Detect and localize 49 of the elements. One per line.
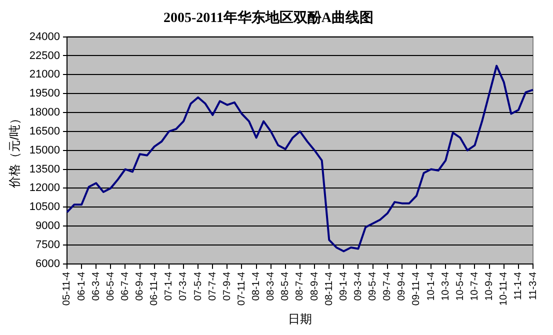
x-tick-label: 09-5-4 — [368, 271, 379, 301]
x-tick-label: 08-5-4 — [280, 271, 292, 301]
x-tick-label: 10-1-4 — [426, 271, 437, 301]
x-tick-label: 08-11-4 — [324, 271, 335, 306]
x-tick-label: 07-9-4 — [222, 271, 233, 301]
chart-title: 2005-2011年华东地区双酚A曲线图 — [164, 9, 374, 26]
y-tick-label: 7500 — [36, 238, 60, 251]
y-tick-label: 10500 — [29, 201, 60, 214]
x-tick-label: 06-5-4 — [105, 271, 116, 301]
x-tick-label: 09-1-4 — [338, 271, 350, 301]
y-tick-label: 19500 — [29, 88, 60, 100]
y-tick-label: 22500 — [29, 50, 60, 62]
x-tick-label: 10-3-4 — [440, 271, 452, 301]
x-tick-label: 06-11-4 — [149, 271, 160, 306]
x-tick-label: 10-7-4 — [470, 271, 480, 301]
x-tick-label: 11-1-4 — [513, 271, 524, 300]
y-tick-label: 15000 — [29, 144, 60, 156]
y-tick-label: 9000 — [36, 220, 60, 232]
x-tick-label: 10-9-4 — [484, 271, 496, 301]
x-tick-label: 09-3-4 — [352, 271, 364, 301]
x-tick-label: 07-7-4 — [207, 271, 218, 301]
x-tick-label: 06-3-4 — [90, 271, 102, 301]
x-tick-label: 05-11-4 — [62, 271, 73, 306]
x-tick-label: 07-3-4 — [178, 271, 190, 301]
y-tick-label: 12000 — [29, 182, 60, 194]
x-tick-label: 07-11-4 — [236, 271, 248, 306]
x-tick-label: 09-7-4 — [382, 271, 394, 301]
x-tick-label: 08-7-4 — [294, 271, 306, 301]
x-tick-label: 09-9-4 — [396, 271, 408, 301]
x-tick-label: 07-5-4 — [192, 271, 204, 301]
x-axis-title: 日期 — [288, 312, 312, 326]
x-tick-label: 06-7-4 — [120, 271, 131, 301]
y-tick-label: 18000 — [29, 106, 60, 119]
x-tick-label: 07-1-4 — [164, 271, 175, 301]
x-tick-label: 08-1-4 — [251, 271, 262, 301]
y-tick-label: 21000 — [29, 68, 60, 81]
x-tick-label: 09-11-4 — [411, 271, 422, 306]
y-tick-label: 16500 — [29, 125, 60, 138]
y-tick-label: 13500 — [29, 163, 60, 176]
y-tick-label: 6000 — [36, 258, 60, 270]
x-tick-label: 06-1-4 — [76, 271, 88, 301]
x-tick-label: 06-9-4 — [134, 271, 146, 301]
x-tick-label: 11-3-4 — [528, 271, 539, 300]
x-tick-label: 10-11-4 — [498, 271, 510, 306]
x-tick-label: 08-9-4 — [309, 271, 320, 301]
y-tick-label: 24000 — [29, 30, 60, 43]
x-tick-label: 08-3-4 — [266, 271, 277, 301]
x-tick-label: 10-5-4 — [454, 271, 466, 301]
y-axis-title: 价格（元/吨） — [8, 112, 22, 190]
